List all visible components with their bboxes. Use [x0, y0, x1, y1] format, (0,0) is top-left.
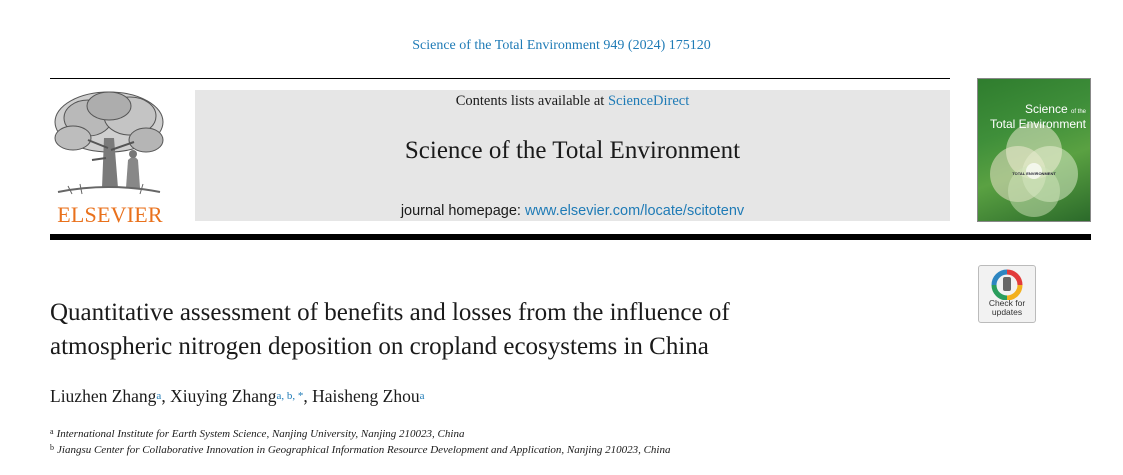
elsevier-wordmark[interactable]: ELSEVIER — [57, 202, 163, 227]
check-for-updates-button[interactable]: Check for updates — [978, 265, 1036, 323]
cover-tag: TOTAL ENVIRONMENT — [1012, 171, 1056, 176]
check-updates-line1: Check for — [988, 298, 1026, 308]
article-title-line2: atmospheric nitrogen deposition on cropl… — [50, 333, 709, 360]
homepage-link[interactable]: www.elsevier.com/locate/scitotenv — [524, 203, 745, 219]
homepage-prefix: journal homepage: — [400, 203, 525, 219]
cover-line2: Total Environment — [989, 117, 1086, 131]
header-thick-rule — [50, 234, 1091, 240]
cover-line1: Science — [1024, 102, 1068, 116]
journal-citation[interactable]: Science of the Total Environment 949 (20… — [412, 38, 711, 53]
contents-prefix: Contents lists available at — [455, 93, 608, 109]
affiliation-mark: a — [50, 427, 54, 436]
article-title: Quantitative assessment of benefits and … — [50, 296, 930, 364]
author-affil-mark[interactable]: a — [419, 390, 425, 402]
author-separator: , — [303, 386, 313, 406]
author-affil-mark[interactable]: a, b, * — [276, 390, 304, 402]
journal-cover[interactable]: Science of the Total Environment TOTAL E… — [977, 78, 1091, 222]
contents-line: Contents lists available at ScienceDirec… — [195, 93, 950, 110]
affiliation-a: a International Institute for Earth Syste… — [50, 427, 465, 440]
affiliation-text: International Institute for Earth System… — [56, 428, 465, 440]
check-updates-line2: updates — [991, 307, 1023, 317]
cover-line1-small: of the — [1070, 109, 1086, 115]
article-title-line1: Quantitative assessment of benefits and … — [50, 299, 730, 326]
journal-title: Science of the Total Environment — [404, 137, 741, 164]
header-rule — [50, 78, 950, 79]
check-updates-label: Check for updates — [979, 299, 1035, 317]
elsevier-tree-icon — [48, 88, 170, 224]
cover-title: Science of the Total Environment — [982, 103, 1086, 130]
homepage-line: journal homepage: www.elsevier.com/locat… — [195, 203, 950, 219]
sciencedirect-link[interactable]: ScienceDirect — [607, 93, 690, 109]
author-separator: , — [161, 386, 171, 406]
author-affil-mark[interactable]: a — [156, 390, 162, 402]
check-updates-icon — [991, 269, 1023, 300]
affiliation-text: Jiangsu Center for Collaborative Innovat… — [57, 444, 671, 456]
author-name[interactable]: Liuzhen Zhang — [50, 386, 157, 406]
affiliation-b: b Jiangsu Center for Collaborative Innova… — [50, 443, 671, 456]
author-list: Liuzhen Zhanga, Xiuying Zhanga, b, *, Ha… — [50, 386, 424, 407]
affiliation-mark: b — [50, 443, 54, 452]
journal-banner: Contents lists available at ScienceDirec… — [195, 90, 950, 221]
author-name[interactable]: Haisheng Zhou — [312, 386, 420, 406]
author-name[interactable]: Xiuying Zhang — [170, 386, 277, 406]
